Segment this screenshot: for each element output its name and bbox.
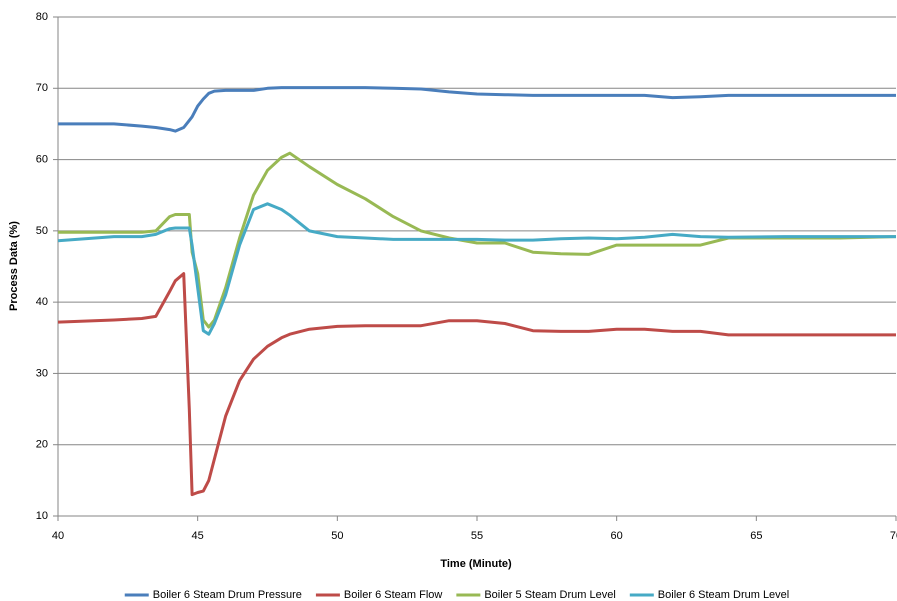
y-tick-label: 70 bbox=[36, 82, 48, 94]
series-line bbox=[57, 202, 896, 336]
x-tick-label: 55 bbox=[471, 530, 483, 542]
x-tick-label: 45 bbox=[192, 530, 204, 542]
y-tick-label: 30 bbox=[36, 367, 48, 379]
y-tick-label: 40 bbox=[36, 296, 48, 308]
y-tick-label: 60 bbox=[36, 153, 48, 165]
y-tick-label: 10 bbox=[36, 510, 48, 522]
legend-label: Boiler 6 Steam Flow bbox=[344, 589, 442, 601]
legend-label: Boiler 6 Steam Drum Level bbox=[658, 589, 789, 601]
series-line bbox=[57, 272, 896, 497]
x-tick-label: 65 bbox=[750, 530, 762, 542]
series-line bbox=[58, 86, 896, 133]
x-tick-label: 40 bbox=[52, 530, 64, 542]
x-tick-label: 60 bbox=[611, 530, 623, 542]
y-tick-label: 20 bbox=[36, 439, 48, 451]
legend-label: Boiler 6 Steam Drum Pressure bbox=[153, 589, 302, 601]
x-axis-label: Time (Minute) bbox=[440, 558, 512, 570]
x-tick-label: 50 bbox=[331, 530, 343, 542]
y-tick-label: 50 bbox=[36, 225, 48, 237]
x-tick-label: 70 bbox=[890, 530, 897, 542]
legend-label: Boiler 5 Steam Drum Level bbox=[484, 589, 615, 601]
y-tick-label: 80 bbox=[36, 11, 48, 23]
y-axis-label: Process Data (%) bbox=[8, 221, 20, 311]
series-line bbox=[58, 151, 897, 329]
